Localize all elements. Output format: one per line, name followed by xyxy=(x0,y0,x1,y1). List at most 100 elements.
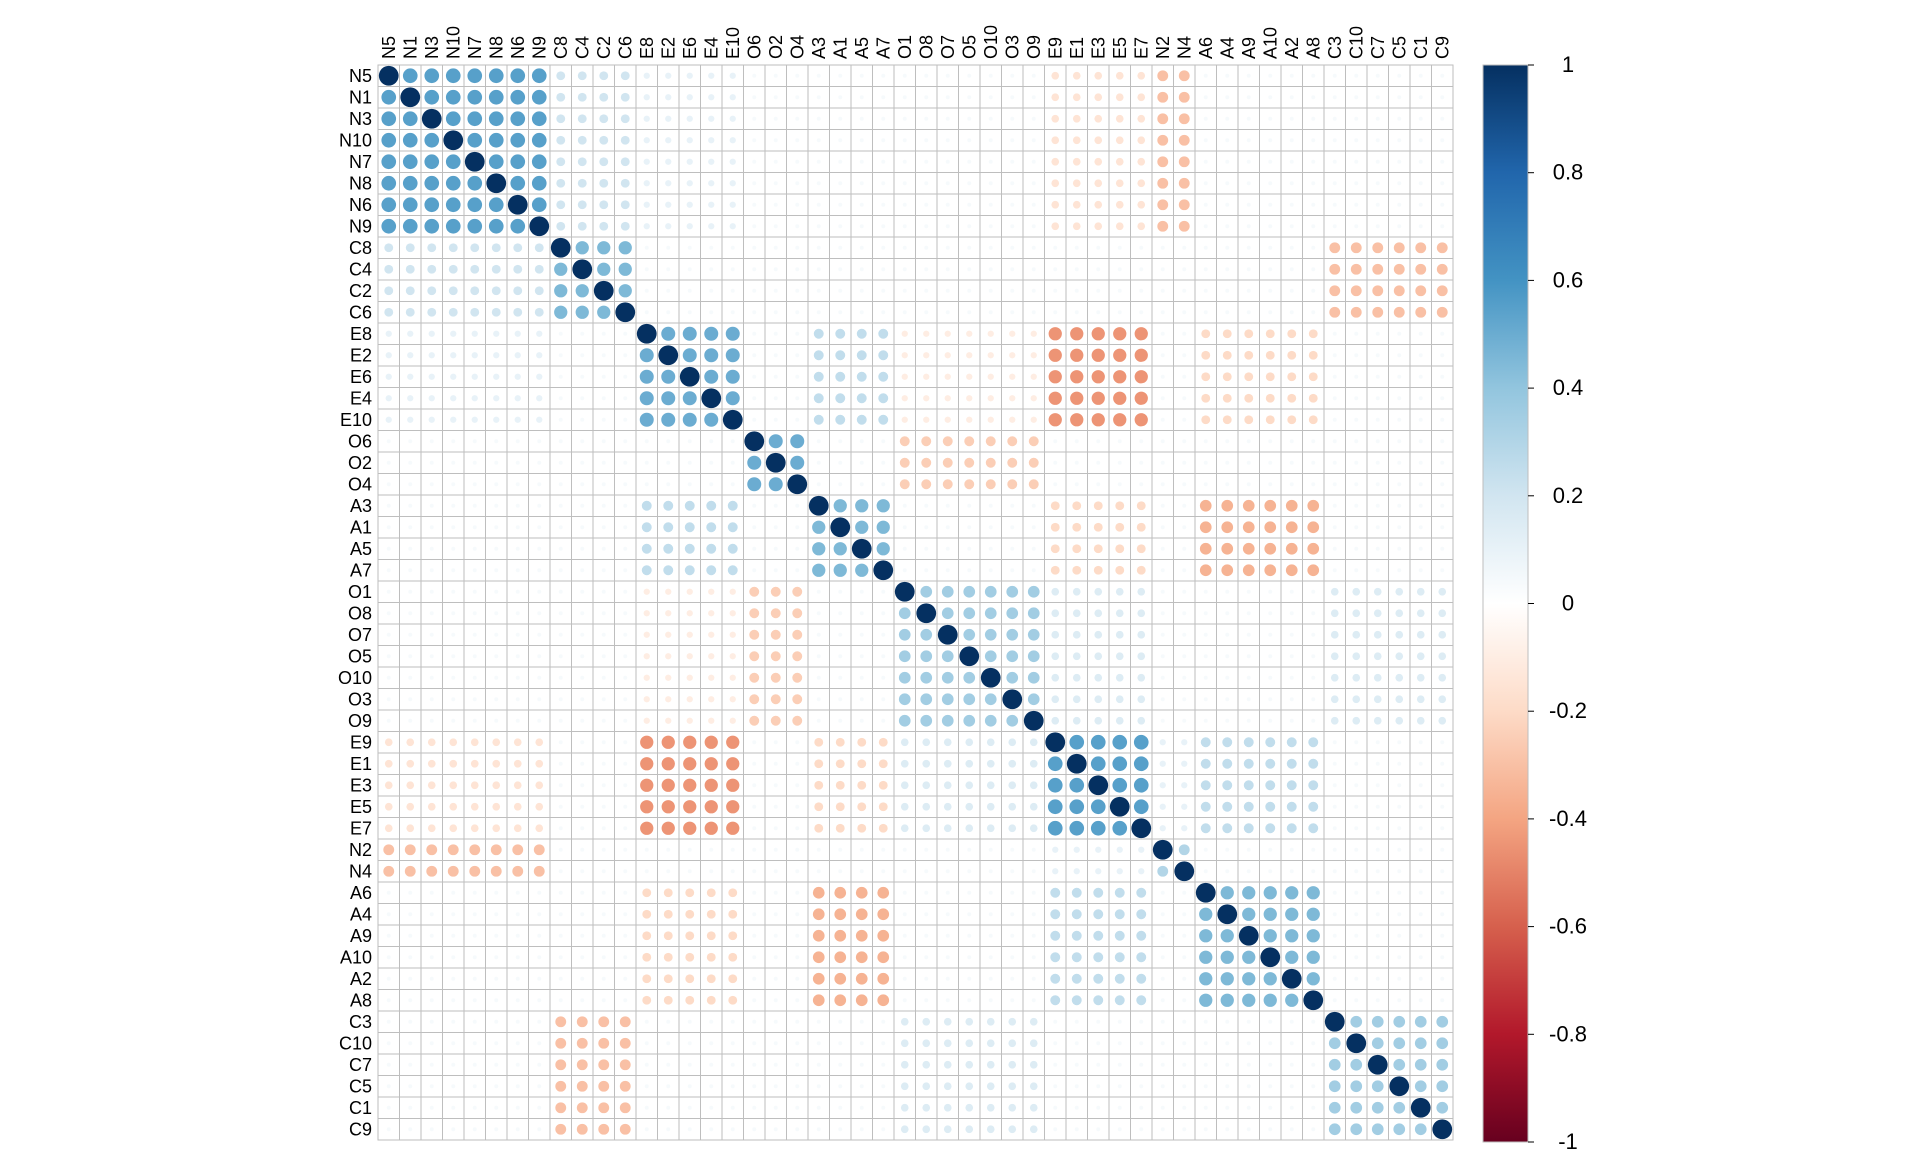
correlation-dot xyxy=(859,73,864,78)
correlation-dot xyxy=(1397,331,1402,336)
correlation-dot xyxy=(816,847,821,852)
correlation-dot xyxy=(902,202,907,207)
correlation-dot xyxy=(469,865,481,877)
correlation-dot xyxy=(1393,1015,1406,1028)
correlation-dot xyxy=(513,824,522,833)
correlation-dot xyxy=(472,568,477,573)
correlation-dot xyxy=(427,781,436,790)
correlation-dot xyxy=(556,221,566,231)
correlation-dot xyxy=(1178,177,1190,189)
correlation-dot xyxy=(1311,611,1316,616)
correlation-dot xyxy=(1160,890,1165,895)
correlation-dot xyxy=(1332,460,1337,465)
correlation-dot xyxy=(558,331,563,336)
correlation-dot xyxy=(988,181,993,186)
correlation-dot xyxy=(838,202,843,207)
correlation-dot xyxy=(898,714,911,727)
correlation-dot xyxy=(924,525,929,530)
correlation-dot xyxy=(1354,525,1359,530)
correlation-dot xyxy=(963,671,976,684)
correlation-dot xyxy=(537,1041,542,1046)
correlation-dot xyxy=(1225,310,1230,315)
correlation-dot xyxy=(1265,780,1276,791)
correlation-dot xyxy=(787,474,808,495)
correlation-dot xyxy=(1244,329,1254,339)
correlation-dot xyxy=(1225,116,1230,121)
correlation-dot xyxy=(451,912,456,917)
correlation-dot xyxy=(838,288,843,293)
correlation-dot xyxy=(728,995,738,1005)
correlation-dot xyxy=(729,610,736,617)
correlation-dot xyxy=(1182,912,1187,917)
correlation-dot xyxy=(1375,976,1380,981)
correlation-dot xyxy=(812,994,825,1007)
correlation-dot xyxy=(492,824,501,833)
correlation-dot xyxy=(1031,138,1036,143)
correlation-dot xyxy=(838,159,843,164)
correlation-dot xyxy=(1395,587,1404,596)
correlation-dot xyxy=(881,675,886,680)
correlation-dot xyxy=(1157,220,1169,232)
correlation-dot xyxy=(1311,632,1316,637)
correlation-dot xyxy=(493,352,500,359)
correlation-dot xyxy=(730,439,735,444)
correlation-dot xyxy=(945,890,950,895)
correlation-dot xyxy=(402,218,418,234)
correlation-dot xyxy=(1203,73,1208,78)
correlation-dot xyxy=(472,718,477,723)
correlation-dot xyxy=(1199,950,1213,964)
correlation-dot xyxy=(1074,310,1079,315)
correlation-dot xyxy=(816,1084,821,1089)
correlation-dot xyxy=(1072,501,1082,511)
correlation-dot xyxy=(1393,1037,1406,1050)
correlation-dot xyxy=(515,955,520,960)
correlation-dot xyxy=(752,1041,757,1046)
correlation-dot xyxy=(1138,868,1145,875)
correlation-dot xyxy=(1093,909,1104,920)
correlation-dot xyxy=(985,457,996,468)
correlation-dot xyxy=(558,933,563,938)
correlation-dot xyxy=(580,847,585,852)
correlation-dot xyxy=(580,869,585,874)
correlation-dot xyxy=(1225,632,1230,637)
correlation-dot xyxy=(471,330,478,337)
correlation-dot xyxy=(1182,439,1187,444)
correlation-dot xyxy=(752,976,757,981)
correlation-dot xyxy=(773,1084,778,1089)
correlation-dot xyxy=(923,330,930,337)
correlation-dot xyxy=(1074,1084,1079,1089)
correlation-dot xyxy=(1397,374,1402,379)
correlation-dot xyxy=(902,998,907,1003)
correlation-dot xyxy=(1242,886,1256,900)
correlation-dot xyxy=(408,912,413,917)
correlation-dot xyxy=(1246,1062,1251,1067)
correlation-dot xyxy=(405,286,415,296)
correlation-dot xyxy=(924,847,929,852)
correlation-dot xyxy=(597,241,611,255)
correlation-dot xyxy=(1436,1037,1449,1050)
correlation-dot xyxy=(386,654,391,659)
correlation-dot xyxy=(986,1125,995,1134)
correlation-dot xyxy=(451,675,456,680)
correlation-dot xyxy=(1094,157,1103,166)
correlation-dot xyxy=(1010,159,1015,164)
correlation-dot xyxy=(661,412,676,427)
correlation-dot xyxy=(580,933,585,938)
correlation-dot xyxy=(1246,1127,1251,1132)
correlation-dot xyxy=(1375,890,1380,895)
correlation-dot xyxy=(1028,457,1039,468)
correlation-dot xyxy=(1181,739,1188,746)
correlation-dot xyxy=(386,1127,391,1132)
correlation-dot xyxy=(986,1103,995,1112)
correlation-dot xyxy=(558,525,563,530)
correlation-dot xyxy=(623,611,628,616)
correlation-dot xyxy=(427,264,437,274)
correlation-dot xyxy=(687,310,692,315)
correlation-dot xyxy=(451,890,456,895)
correlation-dot xyxy=(878,328,889,339)
correlation-dot xyxy=(451,998,456,1003)
correlation-dot xyxy=(665,653,672,660)
correlation-dot xyxy=(902,955,907,960)
correlation-dot xyxy=(1137,179,1146,188)
